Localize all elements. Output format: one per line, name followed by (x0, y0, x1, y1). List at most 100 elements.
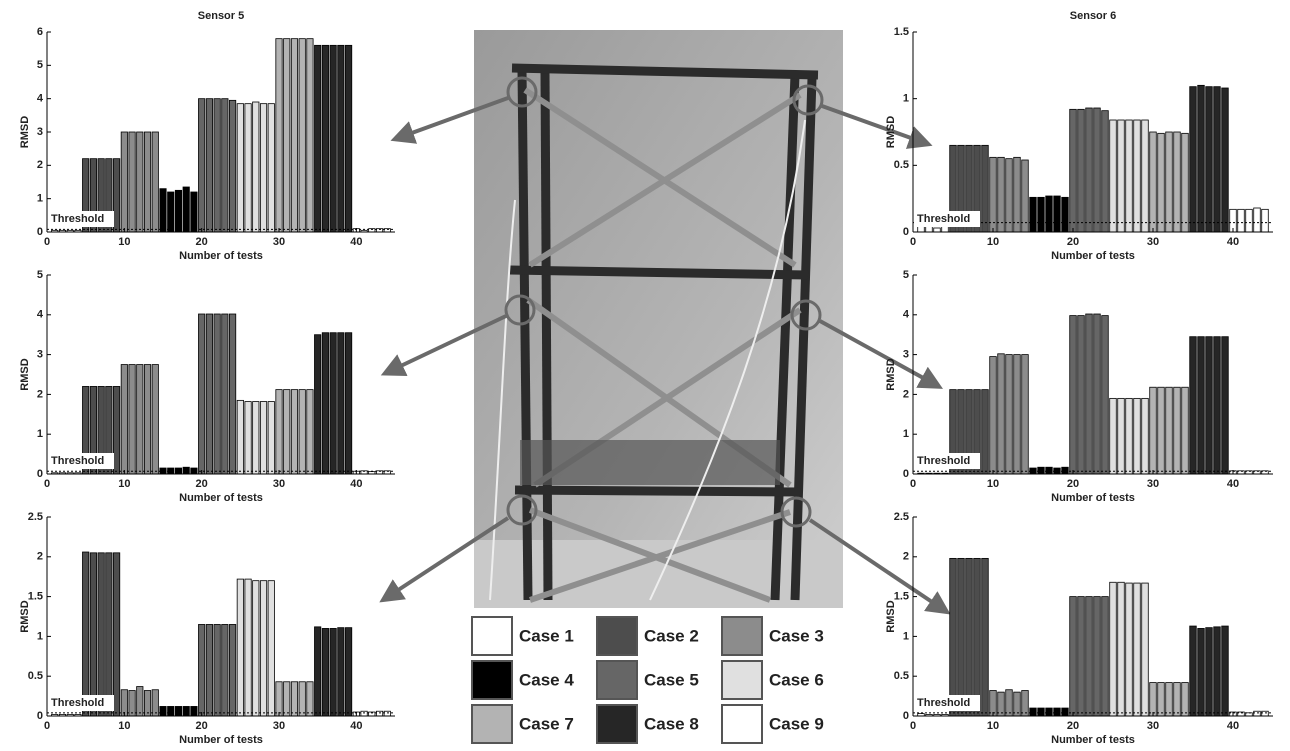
bar (168, 706, 174, 716)
bar (1174, 683, 1181, 716)
bar (307, 39, 313, 232)
y-tick-label: 1.5 (28, 591, 43, 603)
bar (998, 354, 1005, 474)
bar (1014, 355, 1021, 474)
bar (214, 99, 220, 232)
bar (214, 314, 220, 474)
bar (260, 581, 266, 716)
y-tick-label: 4 (37, 93, 44, 105)
x-axis-label: Number of tests (179, 734, 263, 746)
bar (974, 558, 981, 716)
bar (1110, 582, 1117, 716)
y-tick-label: 5 (37, 59, 43, 71)
bar (1190, 626, 1197, 716)
bar (129, 132, 135, 232)
bar (237, 400, 243, 474)
bar (982, 390, 989, 474)
bar (253, 102, 259, 232)
bar (1094, 314, 1101, 474)
bar (113, 159, 119, 232)
bar (1206, 628, 1213, 716)
legend-label: Case 1 (519, 626, 574, 645)
legend-label: Case 4 (519, 670, 574, 689)
bar (214, 624, 220, 716)
y-tick-label: 2.5 (28, 511, 43, 523)
bar (1182, 133, 1189, 232)
bar (1086, 108, 1093, 232)
legend-swatch (472, 661, 512, 699)
chart-title: Sensor 5 (198, 10, 244, 22)
bar (198, 624, 204, 716)
bar (245, 104, 251, 232)
bar (1078, 109, 1085, 232)
bar (950, 558, 957, 716)
bar (345, 45, 351, 232)
bar (82, 552, 88, 716)
bar (1166, 683, 1173, 716)
bar (1118, 120, 1125, 232)
bar (1102, 597, 1109, 716)
bar (314, 335, 320, 474)
x-tick-label: 10 (118, 478, 130, 490)
page: {"legend": [ {"name": "Case 1", "color":… (0, 0, 1290, 751)
x-tick-label: 30 (1147, 236, 1159, 248)
bar (260, 104, 266, 232)
bar (284, 682, 290, 716)
y-tick-label: 0 (37, 710, 43, 722)
legend-swatch (597, 705, 637, 743)
bar (137, 132, 143, 232)
bar (1166, 132, 1173, 232)
bar (152, 132, 158, 232)
bar (276, 390, 282, 474)
bar (1158, 133, 1165, 232)
x-tick-label: 10 (118, 236, 130, 248)
bar (121, 365, 127, 474)
bar (1030, 708, 1037, 716)
bar (1198, 337, 1205, 474)
y-axis-label: RMSD (885, 600, 897, 632)
bar (1046, 196, 1053, 232)
bar (144, 132, 150, 232)
y-tick-label: 0.5 (28, 670, 43, 682)
bar (330, 628, 336, 716)
bar (237, 579, 243, 716)
bar (152, 365, 158, 474)
x-tick-label: 10 (987, 720, 999, 732)
bar (229, 100, 235, 232)
bar (291, 39, 297, 232)
y-axis-label: RMSD (885, 116, 897, 148)
legend-swatch (597, 661, 637, 699)
legend-swatch (722, 617, 762, 655)
bar (1134, 398, 1141, 474)
bar (1038, 197, 1045, 232)
bar (1174, 387, 1181, 474)
bar (990, 357, 997, 474)
bar (222, 99, 228, 232)
bar (338, 45, 344, 232)
x-tick-label: 20 (196, 236, 208, 248)
bar (1198, 628, 1205, 716)
bar (237, 104, 243, 232)
x-tick-label: 40 (350, 720, 362, 732)
bar (183, 187, 189, 232)
bar (198, 99, 204, 232)
bar (376, 711, 382, 716)
y-tick-label: 5 (37, 269, 43, 281)
legend-label: Case 5 (644, 670, 699, 689)
threshold-label: Threshold (51, 697, 104, 709)
x-tick-label: 30 (273, 236, 285, 248)
bar (291, 390, 297, 474)
y-tick-label: 2 (903, 551, 909, 563)
x-tick-label: 10 (987, 478, 999, 490)
y-tick-label: 1 (37, 630, 43, 642)
threshold-label: Threshold (917, 213, 970, 225)
bar (1086, 597, 1093, 716)
legend-swatch (597, 617, 637, 655)
bar (144, 691, 150, 716)
bar (1110, 398, 1117, 474)
bar (229, 314, 235, 474)
bar (1126, 583, 1133, 716)
legend-swatch (722, 705, 762, 743)
bar (245, 402, 251, 474)
legend-swatch (472, 705, 512, 743)
